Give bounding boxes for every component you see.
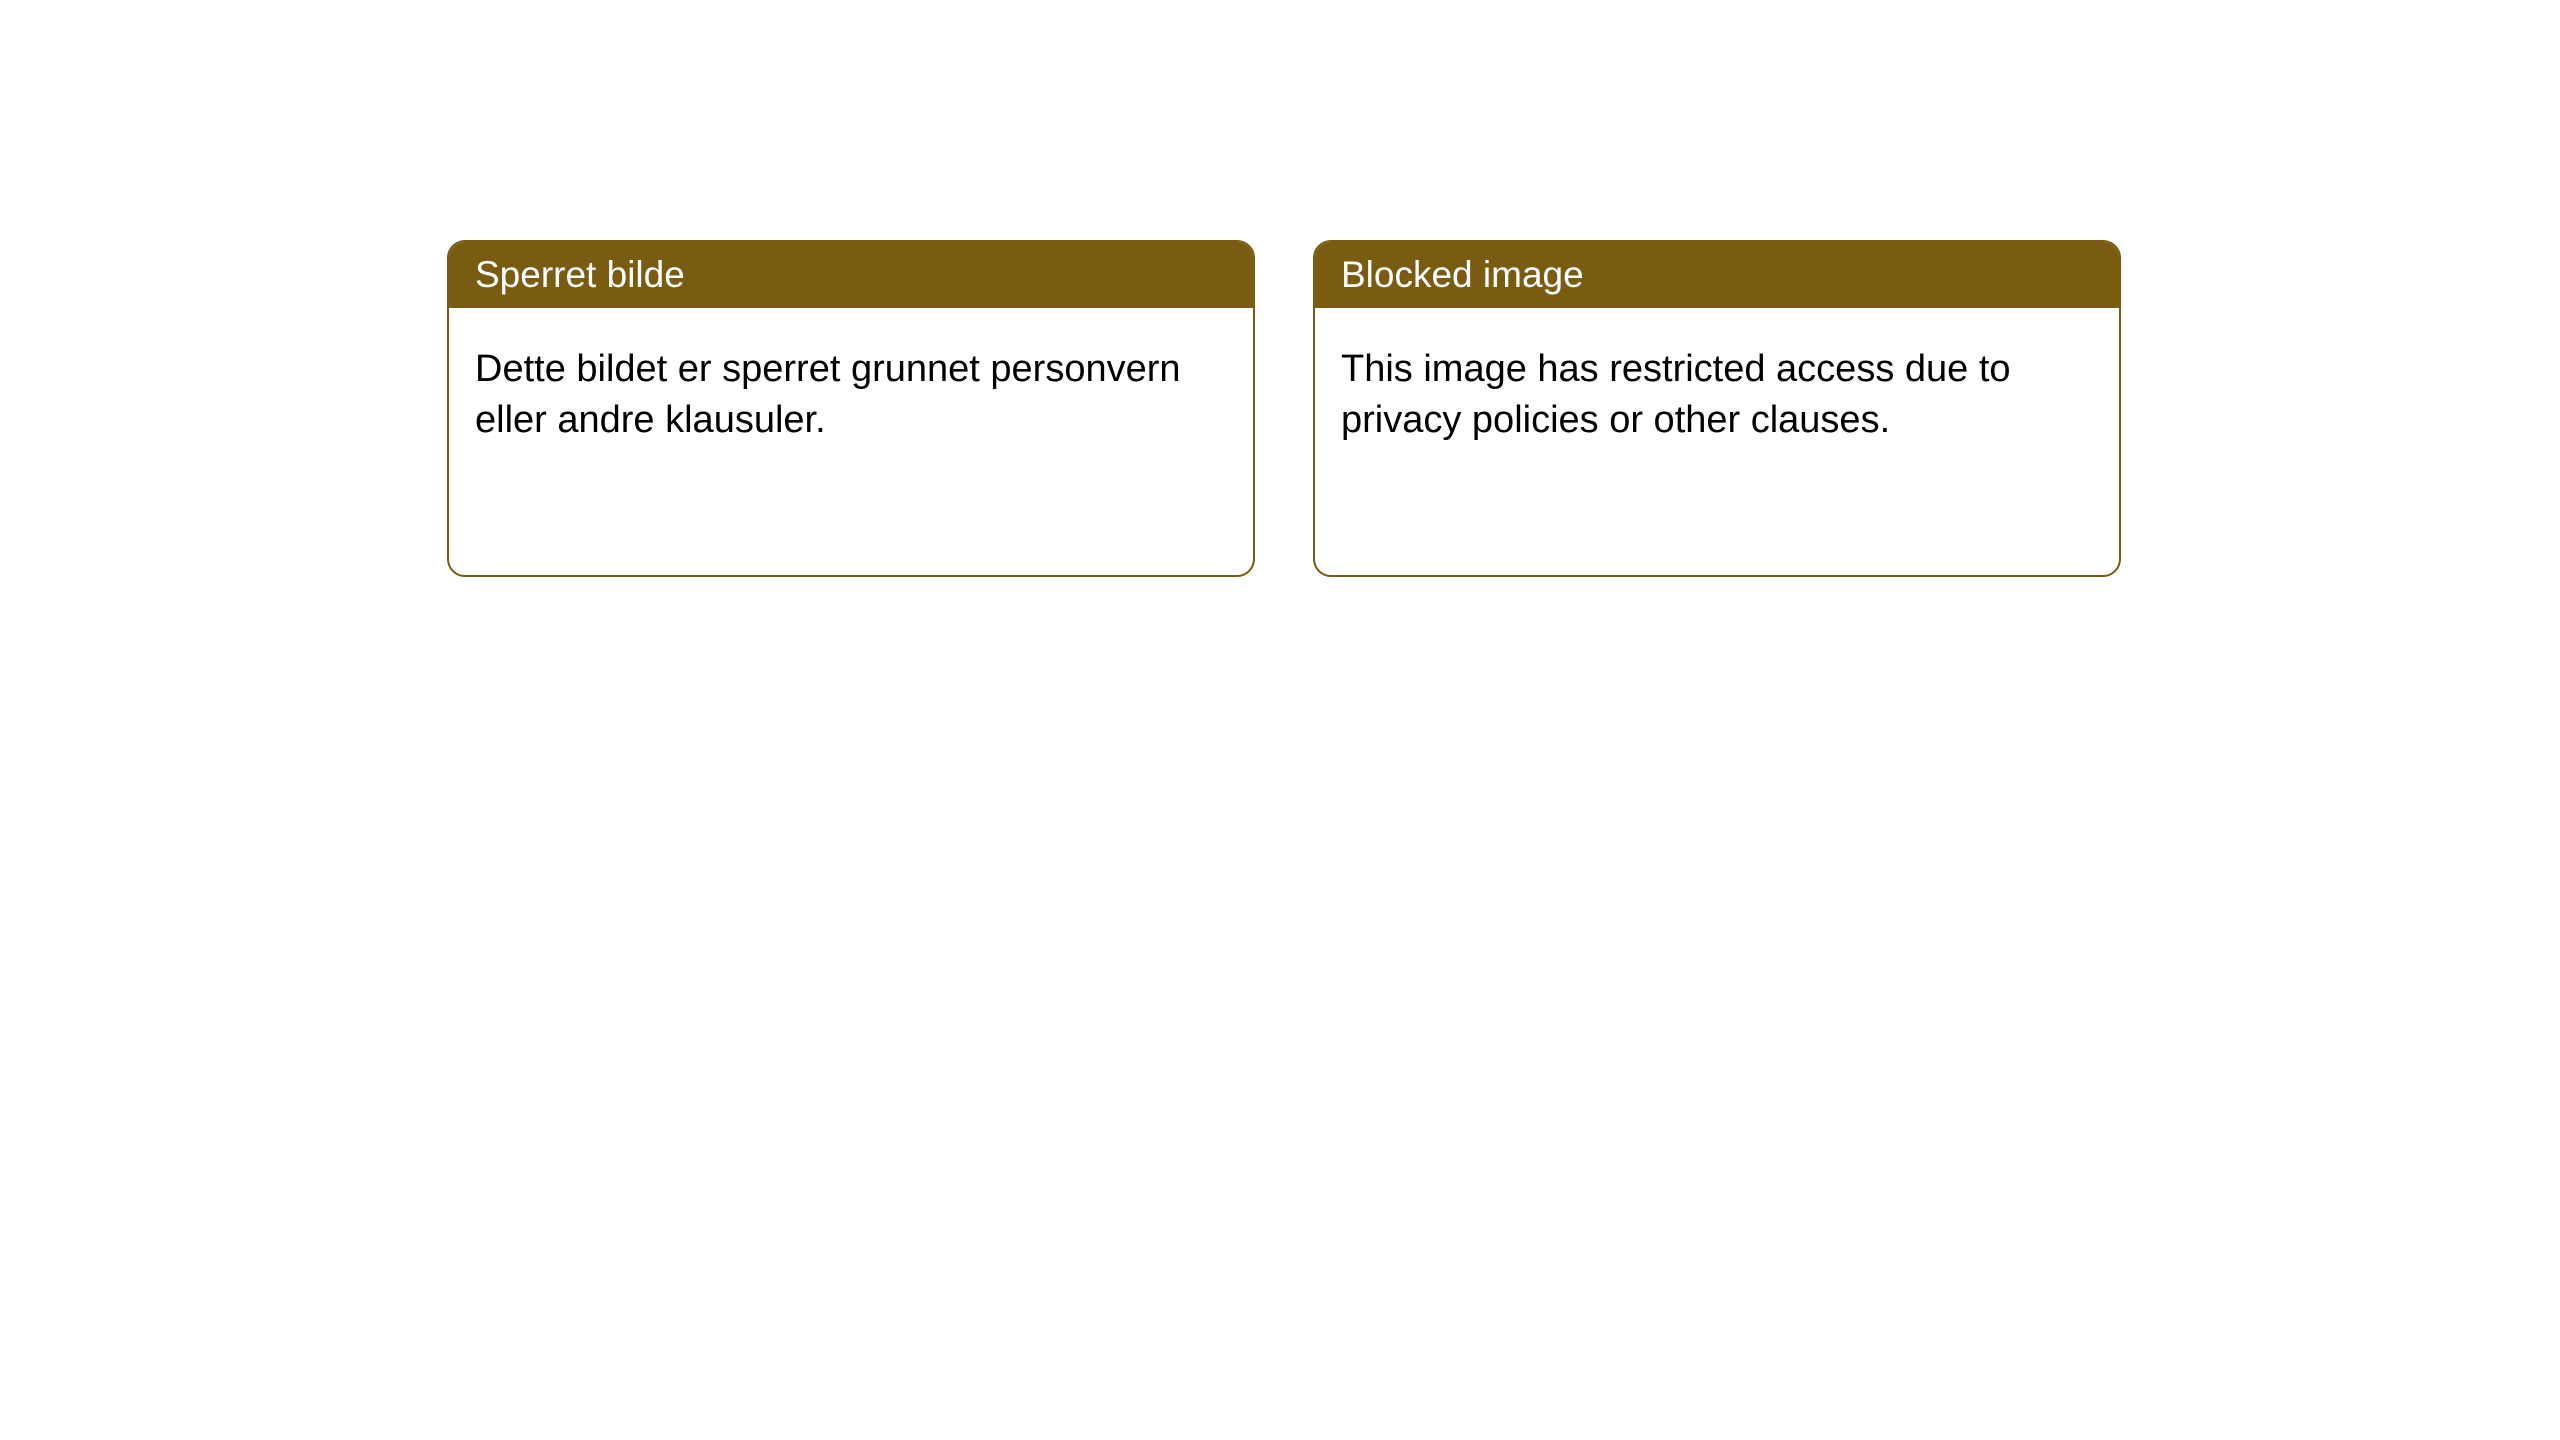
card-header-english: Blocked image [1315, 242, 2119, 308]
notice-card-norwegian: Sperret bilde Dette bildet er sperret gr… [447, 240, 1255, 577]
notice-container: Sperret bilde Dette bildet er sperret gr… [447, 240, 2121, 577]
card-header-norwegian: Sperret bilde [449, 242, 1253, 308]
card-body-text-english: This image has restricted access due to … [1341, 348, 2011, 441]
card-title-english: Blocked image [1341, 254, 1584, 295]
card-body-english: This image has restricted access due to … [1315, 308, 2119, 483]
card-title-norwegian: Sperret bilde [475, 254, 685, 295]
card-body-norwegian: Dette bildet er sperret grunnet personve… [449, 308, 1253, 483]
card-body-text-norwegian: Dette bildet er sperret grunnet personve… [475, 348, 1181, 441]
notice-card-english: Blocked image This image has restricted … [1313, 240, 2121, 577]
